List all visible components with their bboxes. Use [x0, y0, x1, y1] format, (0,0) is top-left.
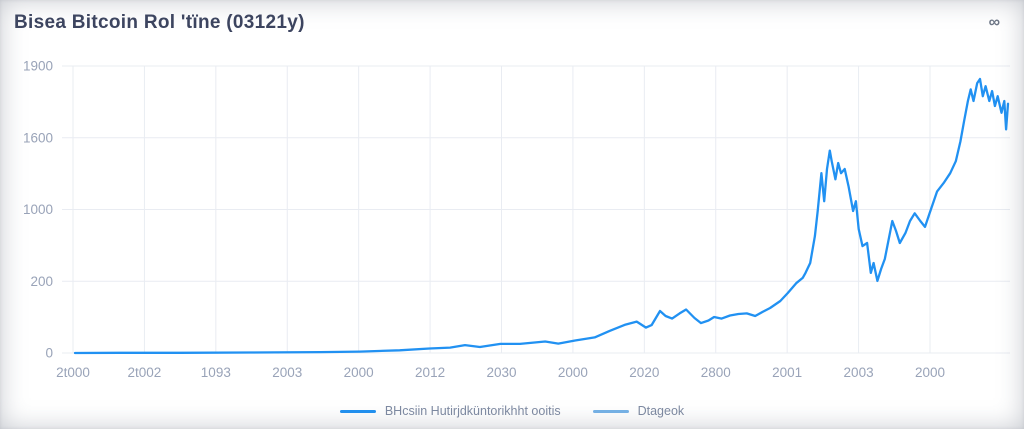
chart-header: Bisea Bitcoin Rol 'tïne (03121y) ∞	[14, 6, 1010, 40]
x-axis-tick: 2000	[344, 365, 374, 380]
x-axis-tick: 2003	[272, 365, 302, 380]
legend-label-primary: BHcsiin Hutirjdküntorikhht ooitis	[384, 404, 561, 418]
legend-item-secondary[interactable]: Dtageok	[592, 404, 685, 418]
legend-swatch-secondary	[592, 409, 629, 413]
link-icon[interactable]: ∞	[988, 14, 1000, 31]
y-axis-tick: 200	[30, 274, 53, 289]
x-axis-tick: 2012	[415, 365, 445, 380]
x-axis-tick: 2000	[558, 365, 588, 380]
x-axis-tick: 2800	[701, 365, 731, 380]
x-axis-tick: 2t000	[56, 365, 90, 380]
x-axis-tick: 2003	[844, 365, 874, 380]
x-axis-tick: 2020	[629, 365, 659, 380]
x-axis-tick: 1093	[201, 365, 231, 380]
page-title: Bisea Bitcoin Rol 'tïne (03121y)	[14, 12, 305, 33]
chart-legend: BHcsiin Hutirjdküntorikhht ooitis Dtageo…	[0, 401, 1024, 421]
price-line-series	[73, 77, 1010, 355]
y-axis-tick: 1000	[23, 202, 53, 217]
x-axis-tick: 2000	[915, 365, 945, 380]
y-axis-tick: 0	[45, 346, 53, 361]
legend-item-primary[interactable]: BHcsiin Hutirjdküntorikhht ooitis	[339, 404, 561, 418]
x-axis-tick: 2t002	[128, 365, 162, 380]
x-axis-tick: 2001	[772, 365, 802, 380]
x-axis-tick: 2030	[486, 365, 516, 380]
legend-label-secondary: Dtageok	[637, 404, 685, 418]
legend-swatch-primary	[339, 409, 376, 413]
y-axis-tick: 1600	[23, 130, 53, 145]
y-axis-tick: 1900	[23, 59, 53, 74]
